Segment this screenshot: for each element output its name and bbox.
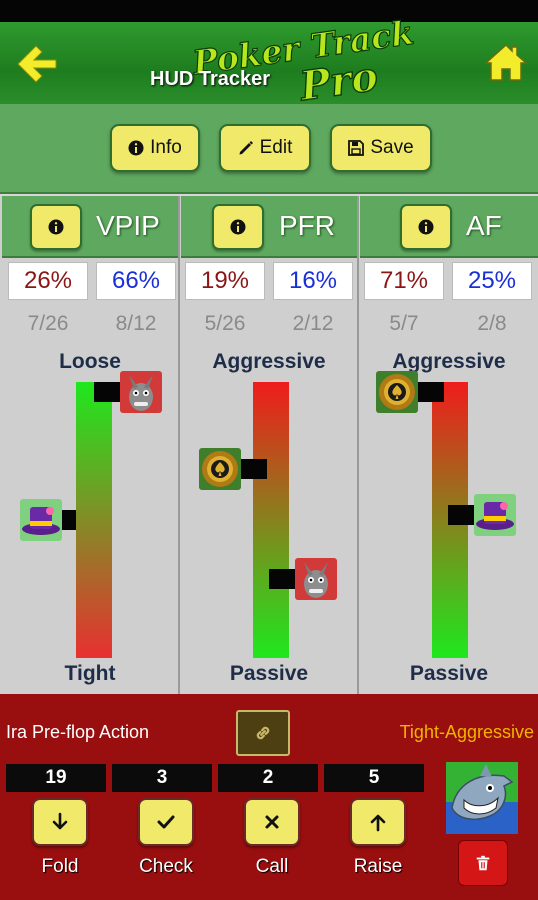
stat-fraction-primary: 7/26	[27, 312, 69, 335]
raise-label: Raise	[353, 856, 403, 877]
raise-count: 5	[324, 764, 424, 792]
app-header: Poker Track Pro HUD Tracker	[0, 12, 538, 111]
vpip-info-button[interactable]	[30, 204, 82, 250]
link-button[interactable]	[236, 710, 290, 756]
home-button[interactable]	[484, 42, 528, 82]
back-button[interactable]	[14, 42, 60, 86]
scale-label-top: Loose	[59, 350, 121, 373]
check-icon	[157, 815, 175, 829]
player-action-title: Ira Pre-flop Action	[6, 722, 150, 742]
marker-secondary	[94, 382, 120, 402]
call-label: Call	[255, 856, 289, 877]
stat-value-primary: 19%	[185, 262, 265, 300]
stat-fraction-secondary: 8/12	[115, 312, 157, 335]
stat-column-vpip: VPIP 26% 66% 7/26 8/12 Loose Tight	[2, 196, 180, 694]
stat-fraction-primary: 5/26	[204, 312, 246, 335]
hatter-avatar-icon	[474, 494, 516, 536]
home-icon	[484, 43, 528, 81]
stat-value-secondary: 25%	[452, 262, 532, 300]
stat-fraction-secondary: 2/8	[477, 312, 507, 335]
page-title: HUD Tracker	[150, 68, 271, 90]
info-circle-icon	[128, 140, 144, 156]
floppy-disk-icon	[348, 140, 365, 156]
stat-column-pfr: PFR 19% 16% 5/26 2/12 Aggressive Passive	[181, 196, 359, 694]
trash-icon	[476, 855, 490, 871]
scale-label-top: Aggressive	[212, 350, 326, 373]
stats-panel: VPIP 26% 66% 7/26 8/12 Loose Tight	[0, 196, 538, 694]
check-count: 3	[112, 764, 212, 792]
stat-value-primary: 26%	[8, 262, 88, 300]
info-button[interactable]: Info	[110, 124, 200, 172]
arrow-up-icon	[370, 814, 386, 832]
marker-secondary	[269, 569, 295, 589]
stat-value-primary: 71%	[364, 262, 444, 300]
stat-title: AF	[466, 210, 502, 241]
stat-value-secondary: 66%	[96, 262, 176, 300]
marker-primary	[241, 459, 267, 479]
check-button[interactable]	[138, 798, 194, 846]
arrow-down-icon	[52, 812, 68, 830]
status-bar	[0, 0, 538, 22]
scale-label-bottom: Passive	[409, 662, 489, 685]
scale-label-top: Aggressive	[392, 350, 506, 373]
edit-button-label: Edit	[259, 137, 293, 158]
toolbar: Info Edit Save	[0, 104, 538, 194]
fold-count: 19	[6, 764, 106, 792]
scale-label-bottom: Tight	[64, 662, 116, 685]
call-button[interactable]	[244, 798, 300, 846]
stat-column-af: AF 71% 25% 5/7 2/8 Aggressive Passive	[360, 196, 538, 694]
donkey-avatar-icon	[120, 371, 162, 413]
stat-header: PFR	[181, 196, 357, 258]
stat-header: AF	[360, 196, 538, 258]
info-circle-icon	[418, 219, 434, 235]
af-info-button[interactable]	[400, 204, 452, 250]
stat-header: VPIP	[2, 196, 178, 258]
info-button-label: Info	[150, 137, 182, 158]
player-type-badge: Tight-Aggressive	[399, 722, 534, 742]
stat-gradient-bar	[199, 382, 337, 658]
stat-title: PFR	[279, 210, 335, 241]
pfr-info-button[interactable]	[212, 204, 264, 250]
edit-button[interactable]: Edit	[219, 124, 311, 172]
pencil-icon	[239, 141, 253, 155]
stat-gradient-bar	[376, 371, 516, 658]
fold-button[interactable]	[32, 798, 88, 846]
link-icon	[256, 726, 270, 740]
x-icon	[265, 815, 279, 829]
fold-label: Fold	[41, 856, 79, 877]
hatter-avatar-icon	[20, 499, 62, 541]
shark-avatar-icon[interactable]	[446, 762, 518, 834]
scale-label-bottom: Passive	[229, 662, 309, 685]
stat-gradient-bar	[20, 371, 162, 658]
stat-fraction-secondary: 2/12	[292, 312, 334, 335]
call-count: 2	[218, 764, 318, 792]
info-circle-icon	[48, 219, 64, 235]
action-panel: Ira Pre-flop Action Tight-Aggressive 19 …	[0, 694, 538, 900]
raise-button[interactable]	[350, 798, 406, 846]
poker-chip-avatar-icon	[199, 448, 241, 490]
info-circle-icon	[230, 219, 246, 235]
check-label: Check	[139, 856, 193, 877]
logo-text-bottom: Pro	[296, 52, 381, 111]
marker-secondary	[448, 505, 474, 525]
save-button[interactable]: Save	[330, 124, 432, 172]
save-button-label: Save	[370, 137, 414, 158]
donkey-avatar-icon	[295, 558, 337, 600]
marker-primary	[418, 382, 444, 402]
stat-fraction-primary: 5/7	[389, 312, 419, 335]
arrow-left-icon	[17, 45, 57, 83]
delete-button[interactable]	[458, 840, 508, 886]
stat-title: VPIP	[96, 210, 160, 241]
stat-value-secondary: 16%	[273, 262, 353, 300]
poker-chip-avatar-icon	[376, 371, 418, 413]
